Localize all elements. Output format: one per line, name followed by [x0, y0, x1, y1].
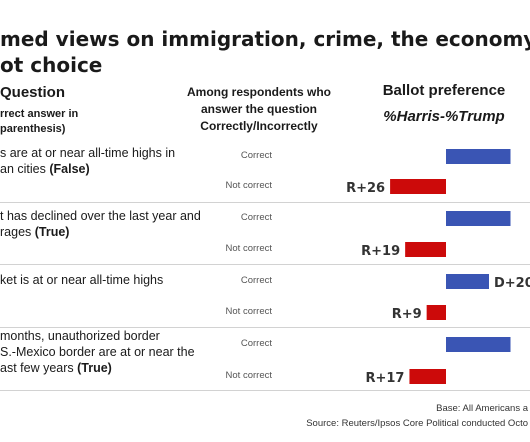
respondents-header-line-2: answer the question	[200, 102, 318, 116]
chart-title: med views on immigration, crime, the eco…	[0, 26, 530, 78]
ballot-subheader: %Harris-%Trump	[383, 108, 505, 125]
bar-q2-not-correct	[405, 242, 446, 257]
bar-q1-not-correct	[390, 179, 446, 194]
data-label-q4-not-correct: R+17	[365, 371, 404, 386]
question-1-line-2: an cities (False)	[0, 161, 90, 177]
group-label-not-correct: Not correct	[225, 370, 272, 381]
question-subheader: rrect answer in parenthesis)	[0, 107, 78, 137]
question-text: an cities	[0, 162, 50, 176]
group-label-correct: Correct	[240, 275, 272, 286]
group-label-not-correct: Not correct	[225, 306, 272, 317]
group-label-not-correct: Not correct	[225, 243, 272, 254]
bar-q4-correct	[446, 337, 511, 352]
footer-base: Base: All Americans a	[436, 403, 528, 414]
bar-q2-correct	[446, 211, 511, 226]
question-text: rages	[0, 225, 35, 239]
title-line-1: med views on immigration, crime, the eco…	[0, 27, 530, 51]
question-text: s are at or near all-time highs in	[0, 146, 176, 160]
question-answer: (False)	[49, 162, 90, 176]
data-label-q3-not-correct: R+9	[392, 307, 422, 322]
row-separator	[0, 264, 530, 265]
data-label-q1-not-correct: R+26	[346, 181, 385, 196]
question-2-line-1: t has declined over the last year and	[0, 208, 201, 224]
bar-q4-not-correct	[409, 369, 446, 384]
row-separator	[0, 327, 530, 328]
respondents-header-line-3: Correctly/Incorrectly	[200, 119, 318, 133]
bar-q3-correct	[446, 274, 489, 289]
data-label-q2-not-correct: R+19	[361, 244, 400, 259]
row-separator	[0, 390, 530, 391]
question-text: S.-Mexico border are at or near the	[0, 345, 195, 359]
question-answer: (True)	[34, 225, 70, 239]
question-4-line-2: S.-Mexico border are at or near the	[0, 344, 195, 360]
row-separator	[0, 202, 530, 203]
question-subheader-line-2: parenthesis)	[0, 123, 66, 135]
question-header: Question	[0, 84, 66, 101]
question-answer: (True)	[77, 361, 112, 375]
group-label-correct: Correct	[240, 212, 272, 223]
question-text: months, unauthorized border	[0, 329, 160, 343]
group-label-correct: Correct	[240, 150, 272, 161]
footer-source: Source: Reuters/Ipsos Core Political con…	[306, 418, 528, 429]
group-label-not-correct: Not correct	[225, 180, 272, 191]
data-label-q3-correct: D+20	[494, 276, 530, 291]
question-4-line-3: ast few years (True)	[0, 360, 112, 376]
question-4-line-1: months, unauthorized border	[0, 328, 160, 344]
question-3-line-1: ket is at or near all-time highs	[0, 272, 163, 288]
question-subheader-line-1: rrect answer in	[0, 108, 79, 120]
bar-q1-correct	[446, 149, 511, 164]
question-text: ast few years	[0, 361, 78, 375]
respondents-header: Among respondents who answer the questio…	[180, 84, 338, 135]
question-2-line-2: rages (True)	[0, 224, 69, 240]
title-line-2: ot choice	[0, 53, 103, 77]
group-label-correct: Correct	[240, 338, 272, 349]
bar-q3-not-correct	[426, 305, 446, 320]
question-text: t has declined over the last year and	[0, 209, 201, 223]
ballot-header: Ballot preference	[382, 82, 506, 99]
respondents-header-line-1: Among respondents who	[187, 85, 331, 99]
question-text: ket is at or near all-time highs	[0, 273, 164, 287]
question-1-line-1: s are at or near all-time highs in	[0, 145, 175, 161]
